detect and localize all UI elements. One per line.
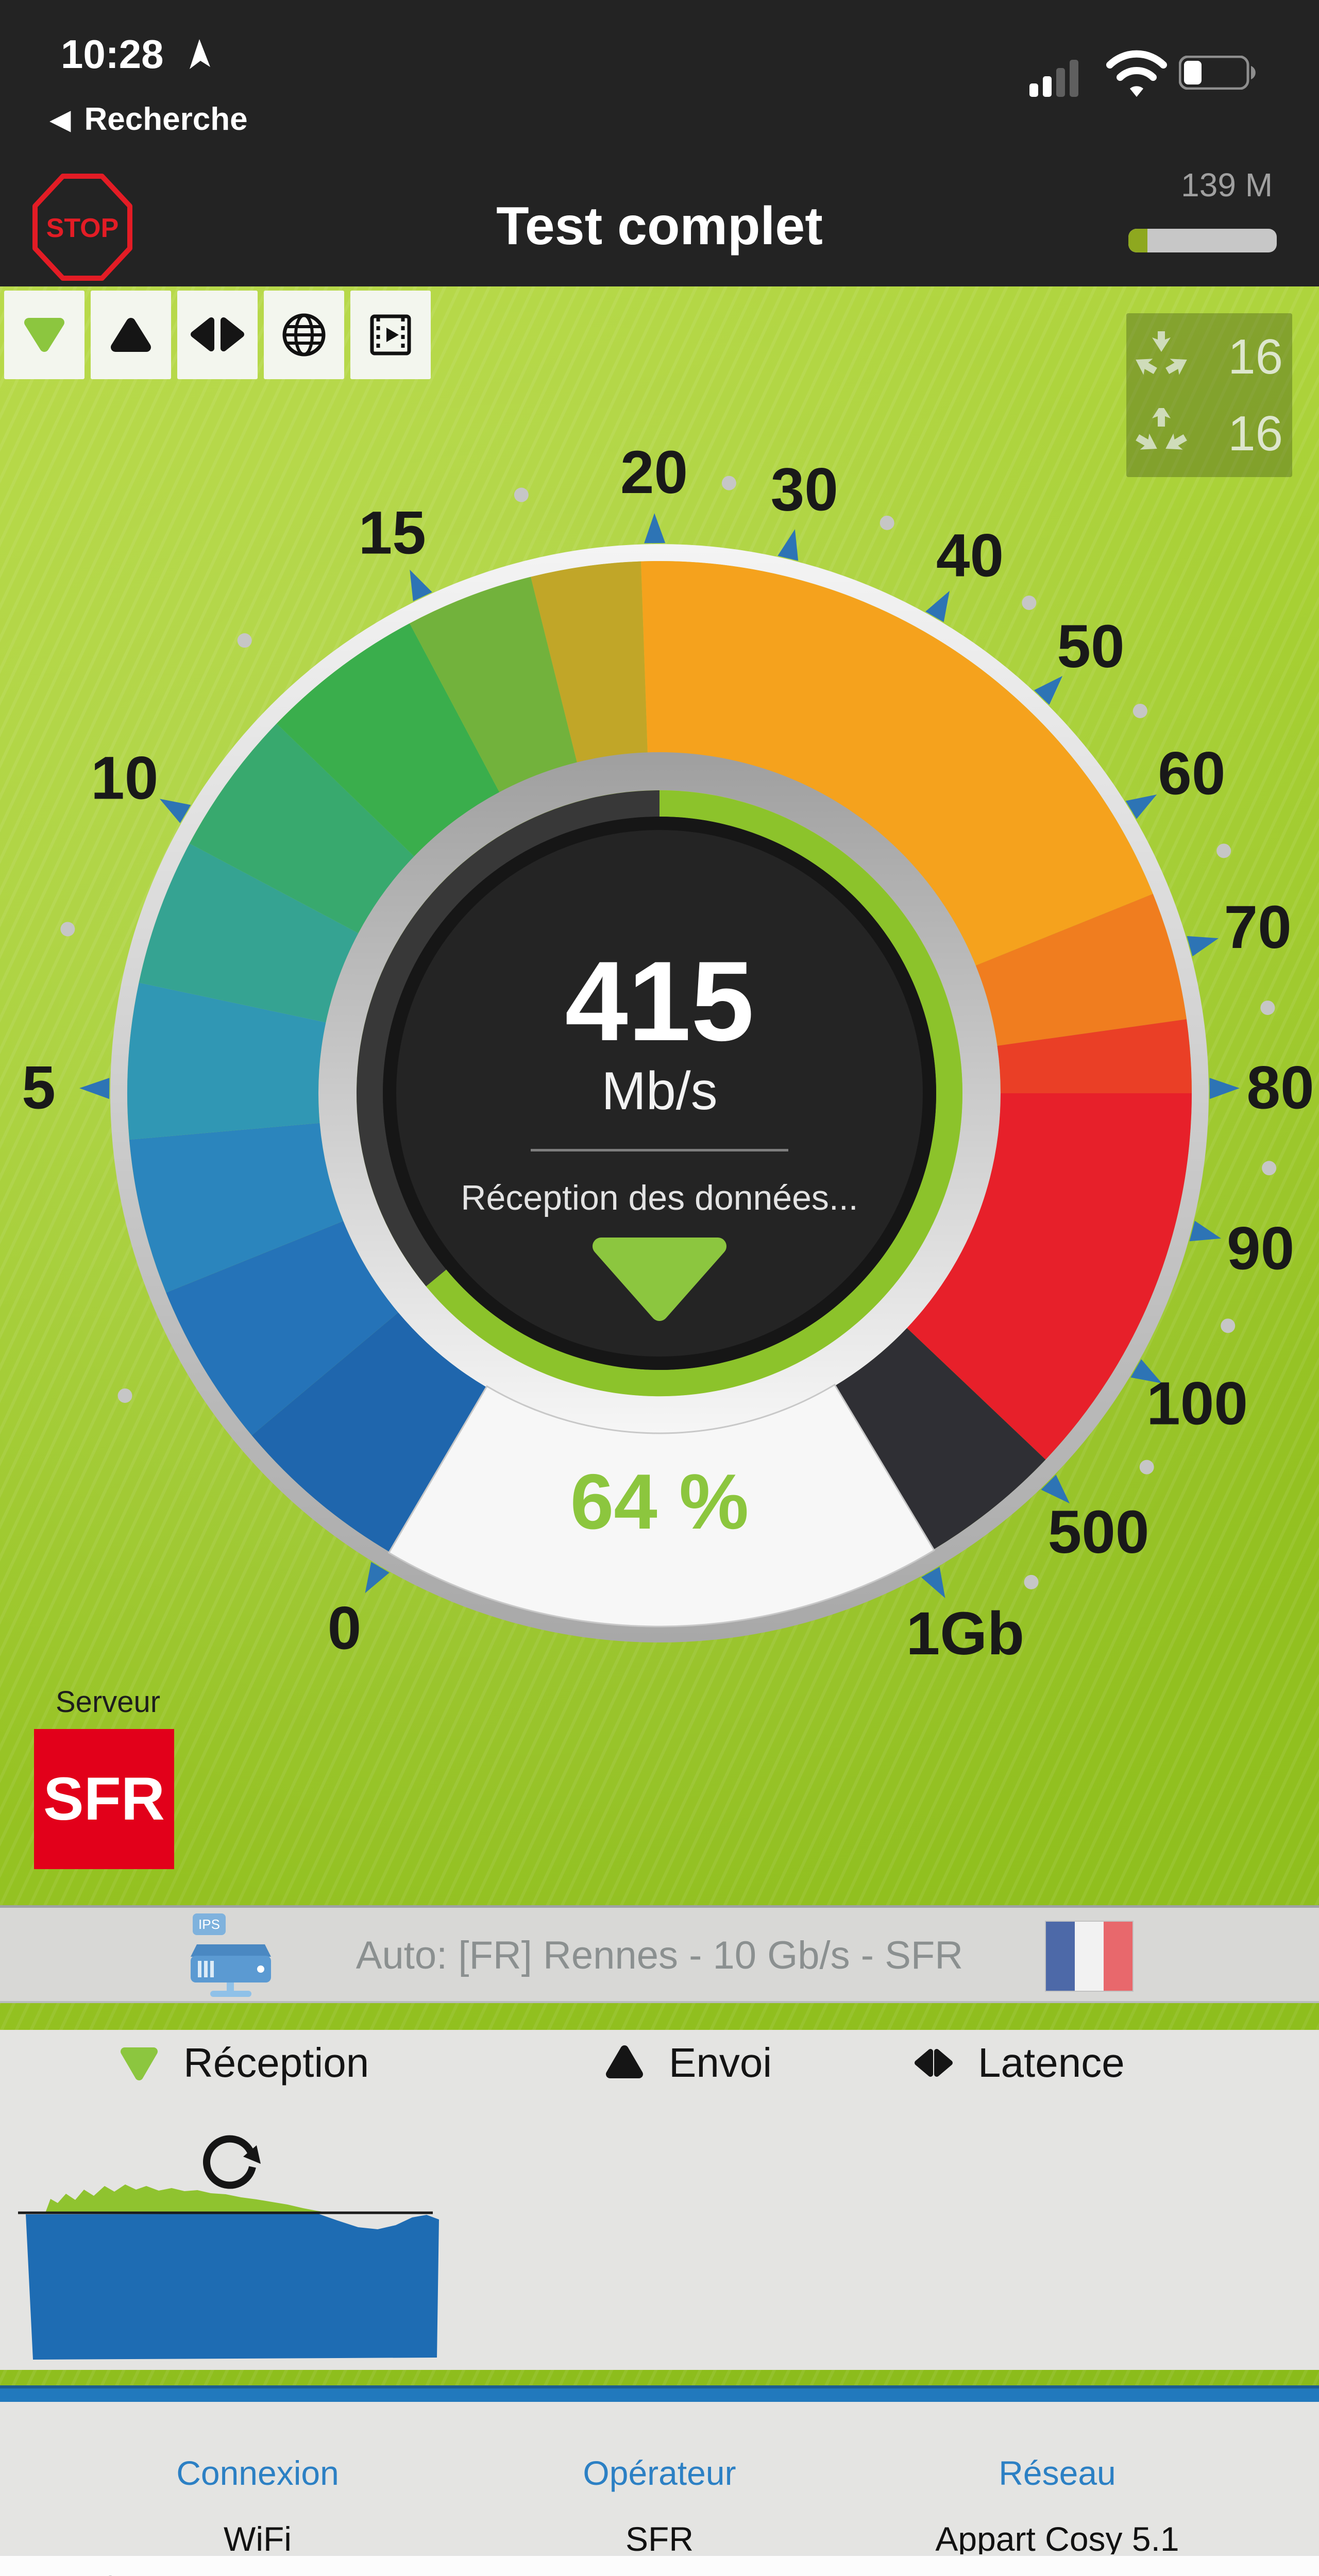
download-speed-chart bbox=[18, 2184, 439, 2360]
info-col-operateur: Opérateur SFR bbox=[479, 2453, 840, 2558]
tab-reception-label: Réception bbox=[183, 2040, 369, 2086]
envoi-arrow-icon bbox=[606, 2045, 643, 2078]
gauge-center-disc bbox=[383, 817, 936, 1370]
gauge-scale-label: 1Gb bbox=[906, 1600, 1025, 1668]
info-value: Appart Cosy 5.1 bbox=[935, 2520, 1179, 2558]
test-progress-percent: 64 % bbox=[570, 1458, 749, 1546]
toolbar-download-tab[interactable] bbox=[4, 291, 84, 379]
status-bar: 10:28 ◀ Recherche STOP Test complet 139 … bbox=[0, 0, 1319, 286]
server-section-label: Serveur bbox=[56, 1685, 161, 1719]
tab-envoi-label: Envoi bbox=[669, 2040, 772, 2086]
data-used-counter: 139 M bbox=[1181, 166, 1273, 204]
latency-arrows-icon bbox=[191, 317, 244, 351]
info-value: SFR bbox=[625, 2520, 694, 2558]
svg-text:STOP: STOP bbox=[46, 213, 119, 243]
gauge-scale-label: 15 bbox=[359, 499, 426, 567]
gauge-scale-label: 90 bbox=[1227, 1215, 1294, 1283]
video-test-icon bbox=[370, 314, 411, 355]
gauge-scale-label: 60 bbox=[1158, 739, 1225, 807]
gauge-scale-label: 40 bbox=[936, 521, 1004, 589]
gauge-scale-label: 70 bbox=[1224, 893, 1292, 961]
upload-arrow-icon bbox=[111, 318, 151, 352]
france-flag-icon bbox=[1045, 1921, 1134, 1992]
connection-info-panel: Connexion WiFi Opérateur SFR Réseau Appa… bbox=[0, 2402, 1319, 2558]
download-threads-count: 16 bbox=[1228, 329, 1283, 384]
chart-above-average-area bbox=[45, 2184, 330, 2213]
toolbar-video-tab[interactable] bbox=[350, 291, 431, 379]
stop-test-button[interactable]: STOP bbox=[31, 172, 134, 282]
globe-icon bbox=[282, 313, 326, 357]
gauge-scale-label: 30 bbox=[771, 455, 838, 523]
gauge-scale-labels: 0 5 10 15 20 30 40 50 60 70 80 90 100 500 1Gb bbox=[22, 438, 1314, 1668]
back-label: Recherche bbox=[84, 101, 248, 137]
server-icon: IPS bbox=[191, 1913, 271, 1997]
gauge-scale-label: 80 bbox=[1246, 1054, 1314, 1122]
info-label: Connexion bbox=[176, 2454, 339, 2492]
clock: 10:28 bbox=[61, 31, 164, 77]
gauge-scale-label: 5 bbox=[22, 1054, 56, 1122]
chart-download-area bbox=[26, 2214, 439, 2360]
server-provider-logo-text: SFR bbox=[43, 1765, 165, 1833]
download-arrow-icon bbox=[24, 318, 64, 352]
upload-threads-row: 16 bbox=[1136, 405, 1283, 462]
section-divider-bar bbox=[0, 2385, 1319, 2402]
reception-arrow-icon bbox=[121, 2047, 158, 2080]
toolbar-latency-tab[interactable] bbox=[177, 291, 258, 379]
location-services-icon bbox=[190, 39, 210, 69]
tab-latence[interactable]: Latence bbox=[910, 2039, 1125, 2087]
info-col-reseau: Réseau Appart Cosy 5.1 bbox=[877, 2453, 1238, 2558]
wifi-icon bbox=[1106, 50, 1167, 97]
ad-domain: tonitrus.com bbox=[67, 2570, 224, 2576]
thread-count-badge: 16 16 bbox=[1126, 313, 1292, 477]
cellular-signal-icon bbox=[1029, 60, 1078, 97]
inner-progress-arc bbox=[426, 790, 962, 1396]
toolbar-browse-tab[interactable] bbox=[264, 291, 344, 379]
inner-progress-rest bbox=[357, 790, 660, 1286]
info-value: WiFi bbox=[224, 2520, 292, 2558]
gauge-scale-label: 100 bbox=[1146, 1370, 1248, 1438]
loading-spinner-icon bbox=[203, 2135, 261, 2189]
back-chevron-icon: ◀ bbox=[49, 104, 71, 135]
upload-threads-count: 16 bbox=[1228, 405, 1283, 461]
page-title: Test complet bbox=[496, 196, 823, 256]
speed-gauge: 0 5 10 15 20 30 40 50 60 70 80 90 100 500 1Gb bbox=[22, 438, 1314, 1668]
ad-banner[interactable] bbox=[0, 2554, 1319, 2576]
gauge-scale-label: 0 bbox=[328, 1594, 362, 1662]
toolbar-upload-tab[interactable] bbox=[91, 291, 171, 379]
gauge-scale-dots bbox=[60, 476, 1277, 1589]
test-status-text: Réception des données... bbox=[461, 1178, 858, 1217]
test-progress-bar bbox=[1128, 229, 1277, 252]
download-threads-icon bbox=[1136, 331, 1187, 375]
info-col-connexion: Connexion WiFi bbox=[77, 2453, 438, 2558]
battery-icon bbox=[1179, 56, 1256, 90]
latence-arrows-icon bbox=[915, 2049, 953, 2077]
server-selection-text: Auto: [FR] Rennes - 10 Gb/s - SFR bbox=[356, 1934, 963, 1977]
gauge-color-band bbox=[127, 561, 1192, 1552]
tab-reception[interactable]: Réception bbox=[115, 2039, 369, 2087]
download-phase-arrow-icon bbox=[593, 1238, 726, 1321]
current-speed-value: 415 bbox=[565, 938, 754, 1064]
tab-latence-label: Latence bbox=[978, 2040, 1125, 2086]
svg-text:IPS: IPS bbox=[198, 1917, 220, 1932]
gauge-scale-label: 50 bbox=[1057, 613, 1124, 681]
tab-envoi[interactable]: Envoi bbox=[601, 2039, 772, 2087]
upload-threads-icon bbox=[1136, 408, 1187, 450]
server-provider-logo: SFR bbox=[34, 1729, 174, 1869]
gauge-scale-label: 500 bbox=[1048, 1498, 1149, 1566]
gauge-scale-label: 20 bbox=[620, 438, 688, 506]
download-threads-row: 16 bbox=[1136, 329, 1283, 385]
gauge-scale-label: 10 bbox=[91, 744, 158, 812]
gauge-ticks bbox=[79, 513, 1240, 1599]
info-label: Réseau bbox=[999, 2454, 1116, 2492]
info-label: Opérateur bbox=[583, 2454, 736, 2492]
back-to-app-button[interactable]: ◀ Recherche bbox=[49, 101, 248, 138]
speed-unit: Mb/s bbox=[601, 1061, 718, 1121]
center-divider bbox=[531, 1149, 788, 1151]
gauge-idle-wedge bbox=[387, 1383, 936, 1628]
test-progress-fill bbox=[1128, 229, 1148, 252]
